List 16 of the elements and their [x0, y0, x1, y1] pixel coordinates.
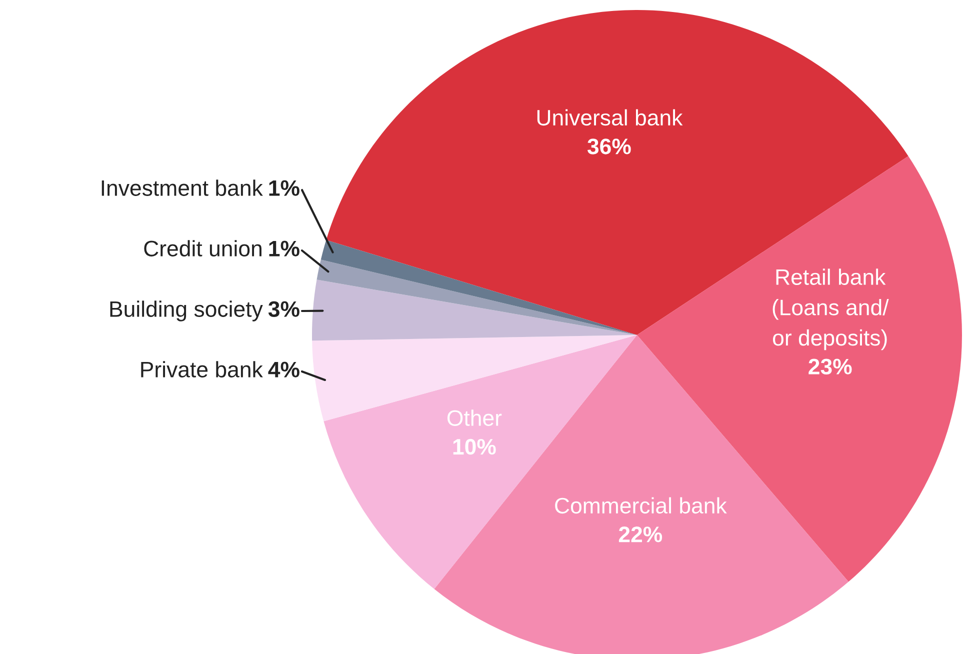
slice-label: Investment bank — [102, 180, 263, 196]
data-label: 23% — [808, 358, 852, 374]
slice-label: Building society — [110, 300, 263, 322]
data-label: 1% — [269, 180, 300, 196]
slice-label: Credit union — [144, 240, 262, 256]
slice-label: Retail bank (Loans and/ or deposits) — [772, 268, 889, 350]
data-label: 22% — [618, 526, 662, 542]
data-label: 10% — [453, 438, 496, 455]
slice-label: Commercial bank — [555, 497, 727, 514]
slice-label: Private bank — [141, 361, 263, 378]
data-label: 3% — [268, 301, 300, 317]
slice-label: Other — [447, 410, 502, 426]
data-label: 36% — [587, 138, 631, 154]
slice-label: Universal bank — [537, 109, 683, 126]
data-label: 4% — [268, 362, 300, 378]
data-label: 1% — [269, 240, 300, 256]
